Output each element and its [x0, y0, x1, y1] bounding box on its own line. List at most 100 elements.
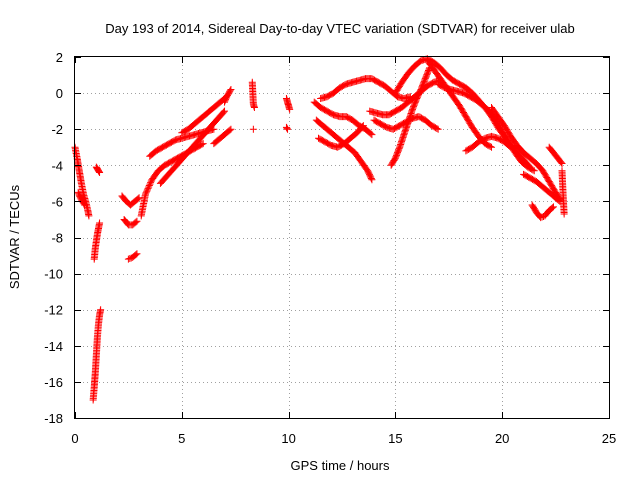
data-point	[227, 85, 235, 93]
data-point	[283, 124, 291, 132]
plot-frame	[74, 56, 610, 419]
x-tick-label: 25	[602, 431, 616, 446]
x-tick-label: 0	[71, 431, 78, 446]
data-point	[147, 179, 155, 187]
data-point	[132, 218, 140, 226]
grid-lines	[75, 57, 609, 418]
data-point	[199, 140, 207, 148]
data-point	[359, 122, 367, 130]
data-point	[226, 87, 234, 95]
y-axis-tick-labels: -18 -16 -14 -12 -10 -8 -6 -4 -2 0 2	[44, 50, 63, 426]
data-point	[538, 213, 546, 221]
data-point	[85, 212, 93, 220]
data-point	[250, 104, 258, 112]
data-point	[221, 107, 229, 115]
chart-title: Day 193 of 2014, Sidereal Day-to-day VTE…	[105, 21, 574, 36]
data-point	[134, 195, 142, 203]
data-series	[74, 188, 89, 209]
data-point	[96, 169, 104, 177]
x-tick-label: 5	[178, 431, 185, 446]
data-series	[370, 113, 442, 133]
data-point	[557, 158, 565, 166]
y-tick-label: -2	[51, 122, 63, 137]
data-series	[545, 143, 566, 167]
y-tick-label: 0	[56, 86, 63, 101]
y-tick-label: -8	[51, 231, 63, 246]
data-series	[462, 132, 515, 155]
y-tick-label: -4	[51, 158, 63, 173]
data-point	[146, 180, 154, 188]
data-series	[118, 192, 143, 209]
data-series	[310, 98, 376, 139]
data-point	[249, 125, 257, 133]
data-point	[145, 183, 153, 191]
data-points	[71, 55, 568, 404]
data-point	[80, 200, 88, 208]
y-tick-label: 2	[56, 50, 63, 65]
data-series	[528, 201, 557, 222]
data-series	[520, 170, 564, 205]
data-series	[221, 85, 235, 106]
data-series	[137, 140, 207, 220]
data-point	[142, 189, 150, 197]
y-tick-label: -6	[51, 194, 63, 209]
data-point	[537, 214, 545, 222]
y-tick-label: -10	[44, 267, 63, 282]
data-point	[94, 167, 102, 175]
data-series	[210, 125, 235, 148]
data-point	[227, 125, 235, 133]
data-series	[156, 107, 229, 187]
data-series	[92, 163, 104, 177]
data-point	[358, 123, 366, 131]
data-series	[90, 219, 104, 263]
data-point	[506, 142, 514, 150]
data-point	[558, 159, 566, 167]
data-point	[560, 210, 568, 218]
data-point	[133, 250, 141, 258]
data-point	[434, 125, 442, 133]
data-point	[133, 217, 141, 225]
data-point	[95, 168, 103, 176]
x-tick-label: 20	[495, 431, 509, 446]
data-series	[120, 215, 141, 229]
data-series	[317, 75, 414, 103]
data-point	[126, 255, 134, 263]
data-point	[433, 124, 441, 132]
data-point	[132, 251, 140, 259]
data-point	[529, 166, 537, 174]
x-tick-label: 15	[388, 431, 402, 446]
data-point	[507, 143, 515, 151]
data-point	[220, 108, 228, 116]
data-point	[367, 174, 375, 182]
data-series	[387, 64, 434, 169]
data-point	[143, 187, 151, 195]
data-point	[486, 143, 494, 151]
data-point	[135, 194, 143, 202]
data-point	[282, 123, 290, 131]
data-point	[367, 130, 375, 138]
data-point	[286, 105, 294, 113]
data-series	[315, 122, 367, 151]
data-point	[141, 190, 149, 198]
x-axis-tick-labels: 0 5 10 15 20 25	[71, 431, 616, 446]
x-axis-label: GPS time / hours	[291, 458, 390, 473]
data-series	[249, 125, 257, 133]
data-point	[97, 306, 105, 314]
data-series	[423, 57, 496, 151]
axis-ticks	[75, 57, 610, 419]
data-point	[488, 143, 496, 151]
data-point	[198, 140, 206, 148]
data-point	[368, 131, 376, 139]
x-tick-label: 10	[281, 431, 295, 446]
data-point	[124, 255, 132, 263]
data-series	[282, 95, 294, 113]
data-point	[96, 219, 104, 227]
data-point	[81, 201, 89, 209]
data-point	[368, 176, 376, 184]
data-series	[558, 167, 568, 218]
data-series	[488, 104, 564, 204]
data-point	[145, 182, 153, 190]
data-series	[89, 306, 105, 404]
data-series	[124, 250, 141, 263]
